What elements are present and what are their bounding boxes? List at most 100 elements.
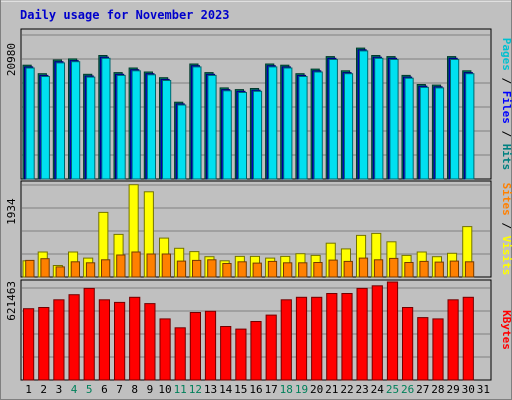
bar-kbytes	[280, 299, 292, 381]
legend-hits-files-pages: Pages / Files / Hits	[500, 38, 512, 171]
bar-kbytes	[402, 307, 414, 381]
x-tick-label: 31	[477, 383, 490, 396]
bar-sites	[25, 259, 35, 278]
bar-kbytes	[447, 299, 459, 381]
bar-kbytes	[220, 326, 232, 381]
bar-sites	[252, 262, 262, 278]
bar-pages	[252, 90, 263, 180]
bar-pages	[40, 76, 50, 180]
bar-sites	[343, 260, 353, 278]
bar-kbytes	[38, 307, 50, 381]
bar-sites	[419, 260, 429, 278]
legend-entry: Files	[500, 91, 512, 124]
bar-sites	[101, 259, 111, 278]
bar-sites	[55, 266, 65, 278]
bar-sites	[116, 254, 126, 278]
bar-sites	[237, 261, 247, 278]
x-tick-label: 13	[204, 383, 217, 396]
bar-kbytes	[250, 321, 262, 381]
bar-pages	[374, 57, 384, 180]
legend-entry: Visits	[500, 236, 512, 276]
x-tick-label: 20	[310, 383, 323, 396]
bar-pages	[359, 50, 369, 180]
x-tick-label: 30	[462, 383, 475, 396]
bar-sites	[85, 262, 96, 278]
bar-pages	[162, 80, 172, 180]
bar-kbytes	[114, 301, 126, 381]
bar-pages	[298, 76, 308, 180]
bar-pages	[313, 71, 323, 180]
bar-kbytes	[311, 296, 323, 381]
bar-pages	[419, 86, 429, 180]
bar-sites	[389, 257, 399, 278]
y-tick-label: 1934	[5, 198, 18, 225]
x-tick-label: 12	[189, 383, 202, 396]
x-tick-label: 2	[40, 383, 47, 396]
bar-kbytes	[144, 303, 156, 381]
x-tick-label: 16	[249, 383, 262, 396]
x-tick-label: 28	[431, 383, 444, 396]
x-tick-label: 7	[116, 383, 123, 396]
bar-pages	[389, 59, 399, 180]
bar-sites	[328, 259, 338, 278]
bar-kbytes	[204, 310, 217, 381]
x-tick-label: 24	[371, 383, 385, 396]
legend-entry: KBytes	[500, 310, 512, 350]
bar-kbytes	[265, 314, 277, 381]
bar-pages	[146, 74, 157, 180]
bar-kbytes	[98, 299, 111, 381]
bar-kbytes	[53, 299, 65, 381]
bar-pages	[192, 66, 202, 180]
bar-kbytes	[356, 287, 368, 381]
bar-pages	[101, 57, 111, 180]
bar-sites	[298, 262, 308, 278]
x-tick-label: 10	[158, 383, 171, 396]
chart-title: Daily usage for November 2023	[20, 8, 230, 22]
x-tick-label: 4	[71, 383, 78, 396]
x-tick-label: 6	[101, 383, 108, 396]
legend-entry: Hits	[500, 144, 512, 171]
bar-kbytes	[189, 312, 202, 381]
bar-kbytes	[371, 285, 383, 381]
bar-sites	[313, 262, 323, 278]
bar-pages	[343, 73, 354, 180]
y-tick-label: 621463	[5, 281, 18, 321]
bar-kbytes	[23, 308, 35, 381]
bar-pages	[71, 61, 81, 180]
x-tick-label: 18	[280, 383, 293, 396]
bar-kbytes	[386, 281, 399, 381]
bar-sites	[146, 253, 156, 278]
bar-pages	[283, 67, 293, 180]
bar-sites	[207, 259, 217, 278]
bar-pages	[268, 66, 278, 180]
x-tick-label: 27	[416, 383, 429, 396]
bar-pages	[207, 74, 217, 180]
x-tick-label: 22	[340, 383, 353, 396]
x-tick-label: 23	[355, 383, 368, 396]
x-tick-label: 29	[446, 383, 459, 396]
bar-sites	[131, 251, 141, 278]
y-tick-label: 20980	[5, 43, 18, 76]
bar-pages	[450, 59, 460, 180]
bar-sites	[70, 261, 80, 278]
bar-pages	[55, 62, 65, 180]
bar-pages	[328, 59, 338, 180]
bar-kbytes	[295, 296, 308, 381]
x-tick-label: 11	[174, 383, 187, 396]
legend-entry: Sites	[500, 183, 512, 216]
bar-pages	[25, 67, 35, 180]
x-tick-label: 17	[265, 383, 278, 396]
bar-pages	[465, 73, 475, 180]
bar-sites	[373, 259, 384, 278]
bar-kbytes	[432, 318, 444, 381]
bar-kbytes	[341, 293, 353, 381]
x-tick-label: 8	[131, 383, 138, 396]
x-tick-label: 26	[401, 383, 414, 396]
legend-visits-sites: Sites / Visits	[500, 183, 512, 276]
bar-sites	[404, 262, 414, 278]
x-tick-label: 5	[86, 383, 93, 396]
bar-sites	[283, 262, 293, 278]
bar-kbytes	[235, 328, 247, 381]
bar-kbytes	[83, 287, 95, 381]
